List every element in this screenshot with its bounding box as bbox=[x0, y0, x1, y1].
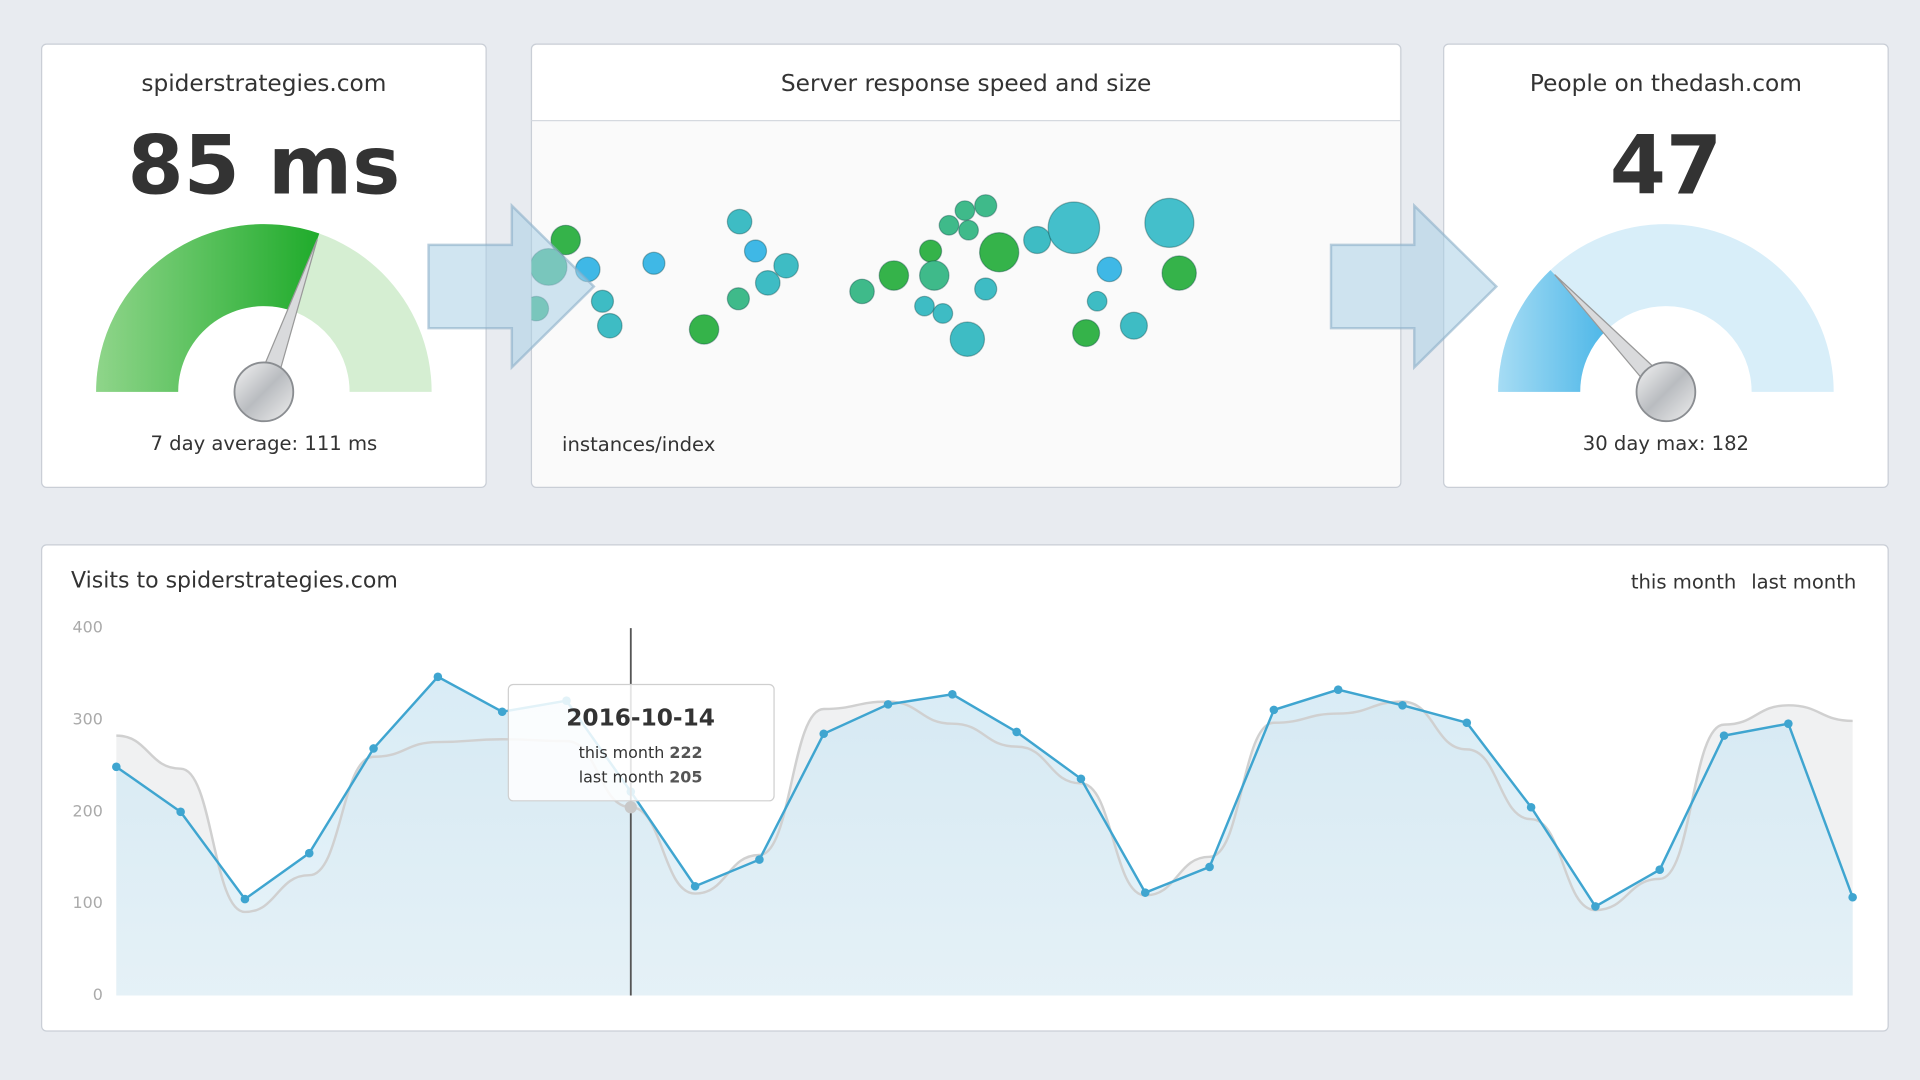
gauge-knob bbox=[1635, 361, 1697, 423]
bubble bbox=[743, 239, 768, 263]
bubble bbox=[596, 312, 623, 339]
point[interactable] bbox=[1140, 888, 1150, 897]
bubble bbox=[726, 287, 750, 311]
point[interactable] bbox=[240, 894, 250, 904]
point[interactable] bbox=[1848, 892, 1857, 902]
bubble bbox=[590, 289, 615, 313]
bubble bbox=[754, 270, 781, 296]
gauge-title: People on thedash.com bbox=[1530, 70, 1802, 97]
point[interactable] bbox=[1398, 701, 1407, 710]
bubble bbox=[1161, 255, 1197, 291]
tooltip-value: 205 bbox=[669, 767, 702, 786]
tooltip bbox=[507, 683, 775, 802]
bubble bbox=[918, 239, 943, 263]
flow-arrow bbox=[1329, 202, 1499, 371]
line bbox=[115, 675, 1854, 909]
point[interactable] bbox=[369, 744, 378, 753]
bubble bbox=[726, 208, 753, 235]
bubble bbox=[1119, 311, 1148, 340]
gauge-fill bbox=[96, 224, 320, 392]
y-tick-label: 200 bbox=[72, 801, 102, 820]
point[interactable] bbox=[1526, 802, 1536, 812]
point[interactable] bbox=[1591, 902, 1600, 911]
bubble bbox=[974, 194, 998, 218]
gauge-value: 47 bbox=[1610, 119, 1722, 213]
gauge-value: 85 ms bbox=[127, 119, 400, 213]
tooltip-label: last month bbox=[579, 767, 664, 786]
bubble bbox=[688, 314, 720, 345]
bubble bbox=[1072, 318, 1101, 348]
bubble bbox=[1047, 201, 1101, 255]
point[interactable] bbox=[1462, 718, 1472, 728]
tooltip-line: last month 205 bbox=[579, 767, 703, 786]
point[interactable] bbox=[690, 881, 700, 891]
axis-label: instances/index bbox=[562, 433, 715, 456]
point[interactable] bbox=[1205, 862, 1214, 872]
point[interactable] bbox=[1076, 774, 1086, 784]
bubble bbox=[958, 219, 979, 241]
tooltip-value: 222 bbox=[669, 743, 702, 762]
bubble bbox=[1086, 290, 1108, 312]
gauge-title: spiderstrategies.com bbox=[141, 70, 386, 97]
bubble bbox=[849, 278, 875, 305]
y-tick-label: 100 bbox=[72, 893, 102, 912]
gauge-fill bbox=[1498, 270, 1607, 392]
bubble bbox=[978, 232, 1020, 273]
point[interactable] bbox=[1269, 705, 1279, 715]
tooltip-line: this month 222 bbox=[579, 743, 703, 762]
point[interactable] bbox=[883, 700, 893, 709]
hover-point bbox=[624, 801, 637, 814]
bubble bbox=[918, 260, 950, 291]
bubble bbox=[773, 252, 799, 279]
point[interactable] bbox=[433, 672, 443, 682]
bubble bbox=[938, 214, 960, 236]
point[interactable] bbox=[819, 729, 829, 739]
bubble bbox=[954, 200, 976, 222]
point[interactable] bbox=[497, 707, 507, 717]
y-tick-label: 0 bbox=[93, 985, 103, 1004]
bubble bbox=[932, 303, 954, 324]
bubble bbox=[914, 295, 935, 317]
bubble bbox=[878, 260, 910, 291]
bubble bbox=[949, 321, 986, 357]
point[interactable] bbox=[948, 690, 957, 699]
flow-arrow bbox=[427, 202, 596, 371]
point[interactable] bbox=[1655, 865, 1665, 874]
tooltip-title: 2016-10-14 bbox=[566, 704, 715, 731]
point[interactable] bbox=[1784, 719, 1793, 728]
point[interactable] bbox=[112, 762, 121, 772]
point[interactable] bbox=[755, 855, 764, 864]
legend-entry[interactable]: last month bbox=[1751, 570, 1856, 593]
panel-header bbox=[532, 45, 1400, 120]
y-tick-label: 400 bbox=[72, 618, 102, 637]
y-tick-label: 300 bbox=[72, 710, 102, 729]
point[interactable] bbox=[176, 807, 185, 817]
bubble bbox=[974, 277, 998, 301]
bubble bbox=[642, 251, 666, 275]
bubble bbox=[1144, 197, 1195, 248]
bubble bbox=[1096, 256, 1123, 283]
panel-title: Server response speed and size bbox=[781, 70, 1151, 97]
bubble bbox=[1023, 225, 1052, 255]
legend-entry[interactable]: this month bbox=[1631, 570, 1737, 593]
tooltip-label: this month bbox=[579, 743, 665, 762]
point[interactable] bbox=[304, 848, 314, 858]
gauge-footer: 30 day max: 182 bbox=[1583, 432, 1749, 455]
chart-title: Visits to spiderstrategies.com bbox=[71, 569, 398, 594]
point[interactable] bbox=[1719, 731, 1729, 740]
line bbox=[116, 700, 1853, 914]
point[interactable] bbox=[1012, 727, 1021, 737]
gauge-footer: 7 day average: 111 ms bbox=[151, 432, 378, 455]
point[interactable] bbox=[1333, 685, 1343, 694]
bubble bbox=[550, 224, 582, 256]
gauge-knob bbox=[233, 361, 295, 423]
